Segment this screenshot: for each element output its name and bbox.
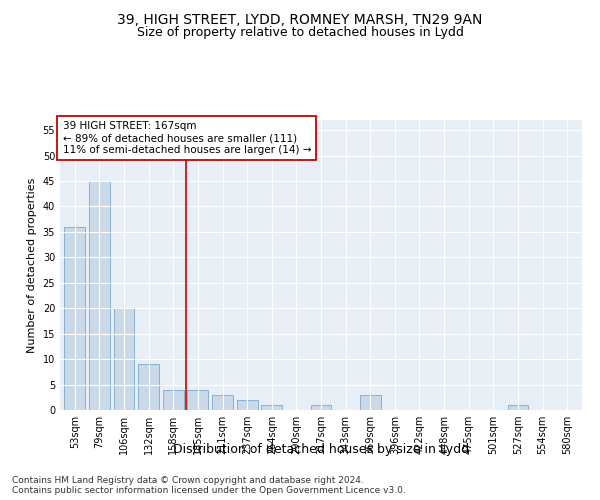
Bar (187, 390, 208, 410)
Text: Distribution of detached houses by size in Lydd: Distribution of detached houses by size … (173, 442, 469, 456)
Bar (89, 181, 110, 410)
Bar (360, 394, 381, 410)
Text: Contains HM Land Registry data © Crown copyright and database right 2024.
Contai: Contains HM Land Registry data © Crown c… (12, 476, 406, 495)
Bar (163, 390, 184, 410)
Bar (113, 308, 134, 410)
Bar (64, 227, 85, 410)
Bar (138, 364, 159, 410)
Y-axis label: Number of detached properties: Number of detached properties (27, 178, 37, 352)
Text: 39 HIGH STREET: 167sqm
← 89% of detached houses are smaller (111)
11% of semi-de: 39 HIGH STREET: 167sqm ← 89% of detached… (62, 122, 311, 154)
Bar (236, 400, 257, 410)
Bar (311, 405, 331, 410)
Bar (508, 405, 529, 410)
Bar (261, 405, 282, 410)
Text: Size of property relative to detached houses in Lydd: Size of property relative to detached ho… (137, 26, 463, 39)
Text: 39, HIGH STREET, LYDD, ROMNEY MARSH, TN29 9AN: 39, HIGH STREET, LYDD, ROMNEY MARSH, TN2… (118, 12, 482, 26)
Bar (212, 394, 233, 410)
